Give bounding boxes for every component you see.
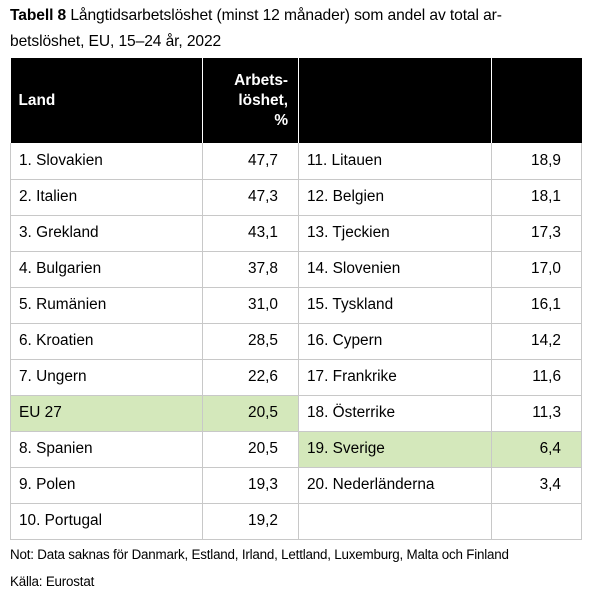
right-value: 11,3 bbox=[491, 394, 582, 432]
left-value: 20,5 bbox=[202, 430, 299, 468]
header-empty-2 bbox=[491, 58, 582, 143]
left-value: 47,7 bbox=[202, 143, 299, 180]
source-note: Källa: Eurostat bbox=[10, 574, 95, 589]
header-row: Land Arbets- löshet, % bbox=[10, 58, 582, 143]
table-number: Tabell 8 bbox=[10, 7, 67, 24]
left-value: 43,1 bbox=[202, 214, 299, 252]
right-country: 11. Litauen bbox=[298, 143, 492, 180]
unemployment-table: Land Arbets- löshet, % 1. Slovakien 47,7… bbox=[10, 58, 582, 540]
table-row: 7. Ungern 22,6 17. Frankrike 11,6 bbox=[10, 358, 582, 396]
data-note: Not: Data saknas för Danmark, Estland, I… bbox=[10, 547, 509, 562]
left-country: 3. Grekland bbox=[10, 214, 203, 252]
table-row: EU 27 20,5 18. Österrike 11,3 bbox=[10, 394, 582, 432]
right-value: 3,4 bbox=[491, 466, 582, 504]
left-value: 22,6 bbox=[202, 358, 299, 396]
left-country: 9. Polen bbox=[10, 466, 203, 504]
table-title: Tabell 8 Långtidsarbetslöshet (minst 12 … bbox=[10, 3, 580, 55]
right-country: 18. Österrike bbox=[298, 394, 492, 432]
header-value-line-2: löshet, bbox=[238, 91, 288, 109]
table-row: 1. Slovakien 47,7 11. Litauen 18,9 bbox=[10, 143, 582, 180]
left-value: 19,3 bbox=[202, 466, 299, 504]
right-country: 17. Frankrike bbox=[298, 358, 492, 396]
right-country: 15. Tyskland bbox=[298, 286, 492, 324]
right-value: 17,3 bbox=[491, 214, 582, 252]
table-row: 10. Portugal 19,2 bbox=[10, 502, 582, 540]
footnotes: Not: Data saknas för Danmark, Estland, I… bbox=[10, 541, 585, 595]
left-country-highlighted: EU 27 bbox=[10, 394, 203, 432]
header-value: Arbets- löshet, % bbox=[202, 58, 299, 143]
right-value bbox=[491, 502, 582, 540]
header-empty-1 bbox=[298, 58, 492, 143]
right-value-highlighted: 6,4 bbox=[491, 430, 582, 468]
right-value: 16,1 bbox=[491, 286, 582, 324]
right-value: 14,2 bbox=[491, 322, 582, 360]
left-country: 4. Bulgarien bbox=[10, 250, 203, 288]
title-line-1: Långtidsarbetslöshet (minst 12 månader) … bbox=[66, 7, 502, 24]
right-country: 13. Tjeckien bbox=[298, 214, 492, 252]
table-row: 4. Bulgarien 37,8 14. Slovenien 17,0 bbox=[10, 250, 582, 288]
left-country: 1. Slovakien bbox=[10, 143, 203, 180]
table-header: Land Arbets- löshet, % bbox=[10, 58, 582, 143]
left-country: 10. Portugal bbox=[10, 502, 203, 540]
table-row: 9. Polen 19,3 20. Nederländerna 3,4 bbox=[10, 466, 582, 504]
right-country bbox=[298, 502, 492, 540]
left-country: 8. Spanien bbox=[10, 430, 203, 468]
right-country: 20. Nederländerna bbox=[298, 466, 492, 504]
left-country: 5. Rumänien bbox=[10, 286, 203, 324]
right-country-highlighted: 19. Sverige bbox=[298, 430, 492, 468]
left-country: 6. Kroatien bbox=[10, 322, 203, 360]
right-value: 17,0 bbox=[491, 250, 582, 288]
right-country: 12. Belgien bbox=[298, 178, 492, 216]
right-country: 16. Cypern bbox=[298, 322, 492, 360]
table-body: 1. Slovakien 47,7 11. Litauen 18,9 2. It… bbox=[10, 143, 582, 540]
right-value: 18,9 bbox=[491, 143, 582, 180]
left-value-highlighted: 20,5 bbox=[202, 394, 299, 432]
left-value: 31,0 bbox=[202, 286, 299, 324]
left-value: 19,2 bbox=[202, 502, 299, 540]
header-value-line-1: Arbets- bbox=[234, 71, 288, 89]
right-value: 18,1 bbox=[491, 178, 582, 216]
left-value: 37,8 bbox=[202, 250, 299, 288]
title-line-2: betslöshet, EU, 15–24 år, 2022 bbox=[10, 33, 222, 50]
table-row: 3. Grekland 43,1 13. Tjeckien 17,3 bbox=[10, 214, 582, 252]
header-land: Land bbox=[10, 58, 203, 143]
table-row: 6. Kroatien 28,5 16. Cypern 14,2 bbox=[10, 322, 582, 360]
left-value: 28,5 bbox=[202, 322, 299, 360]
left-country: 2. Italien bbox=[10, 178, 203, 216]
right-country: 14. Slovenien bbox=[298, 250, 492, 288]
left-country: 7. Ungern bbox=[10, 358, 203, 396]
right-value: 11,6 bbox=[491, 358, 582, 396]
table-row: 2. Italien 47,3 12. Belgien 18,1 bbox=[10, 178, 582, 216]
header-value-line-3: % bbox=[274, 111, 288, 129]
left-value: 47,3 bbox=[202, 178, 299, 216]
table-row: 5. Rumänien 31,0 15. Tyskland 16,1 bbox=[10, 286, 582, 324]
table-row: 8. Spanien 20,5 19. Sverige 6,4 bbox=[10, 430, 582, 468]
